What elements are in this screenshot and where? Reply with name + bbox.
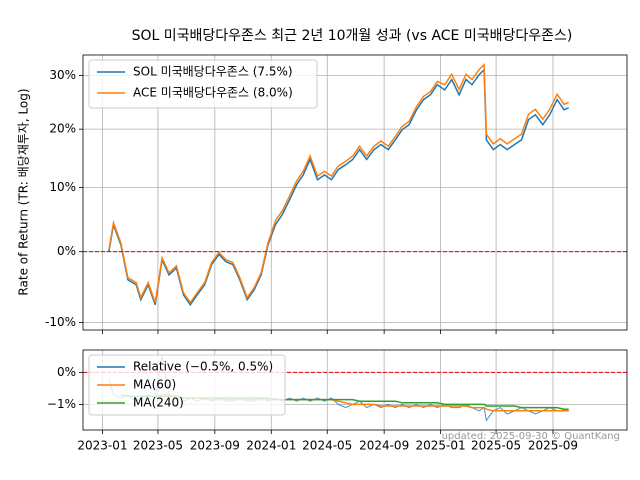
axes-frame <box>82 349 628 431</box>
legend-label: SOL 미국배당다우존스 (7.5%) <box>133 65 293 79</box>
y-tick-label: −1% <box>47 397 76 411</box>
x-tick-label: 2023-09 <box>190 439 240 453</box>
legend-label: Relative (−0.5%, 0.5%) <box>133 360 273 374</box>
series-line <box>108 67 570 307</box>
x-tick-label: 2024-01 <box>246 439 296 453</box>
x-tick-label: 2024-09 <box>359 439 409 453</box>
x-tick-label: 2023-05 <box>133 439 183 453</box>
y-tick-label: 10% <box>49 180 76 194</box>
annotation: updated: 2025-09-30 © QuantKang <box>442 431 620 442</box>
legend-label: MA(240) <box>133 396 184 410</box>
x-tick-label: 2025-09 <box>528 439 578 453</box>
x-tick-label: 2023-01 <box>77 439 127 453</box>
x-tick-label: 2025-01 <box>416 439 466 453</box>
y-tick-label: 30% <box>49 68 76 82</box>
y-tick-label: -10% <box>45 315 76 329</box>
y-tick-label: 0% <box>57 244 76 258</box>
y-tick-label: 20% <box>49 122 76 136</box>
legend-box <box>88 59 318 109</box>
series-line <box>108 62 570 304</box>
axes-frame <box>82 54 628 331</box>
legend-label: ACE 미국배당다우존스 (8.0%) <box>133 86 293 100</box>
x-tick-label: 2025-05 <box>471 439 521 453</box>
legend-box <box>88 354 286 416</box>
y-axis-label: Rate of Return (TR: 배당재투자, Log) <box>17 88 31 295</box>
legend-label: MA(60) <box>133 378 176 392</box>
y-tick-label: 0% <box>57 365 76 379</box>
chart-title: SOL 미국배당다우존스 최근 2년 10개월 성과 (vs ACE 미국배당다… <box>132 28 573 44</box>
x-tick-label: 2024-05 <box>302 439 352 453</box>
